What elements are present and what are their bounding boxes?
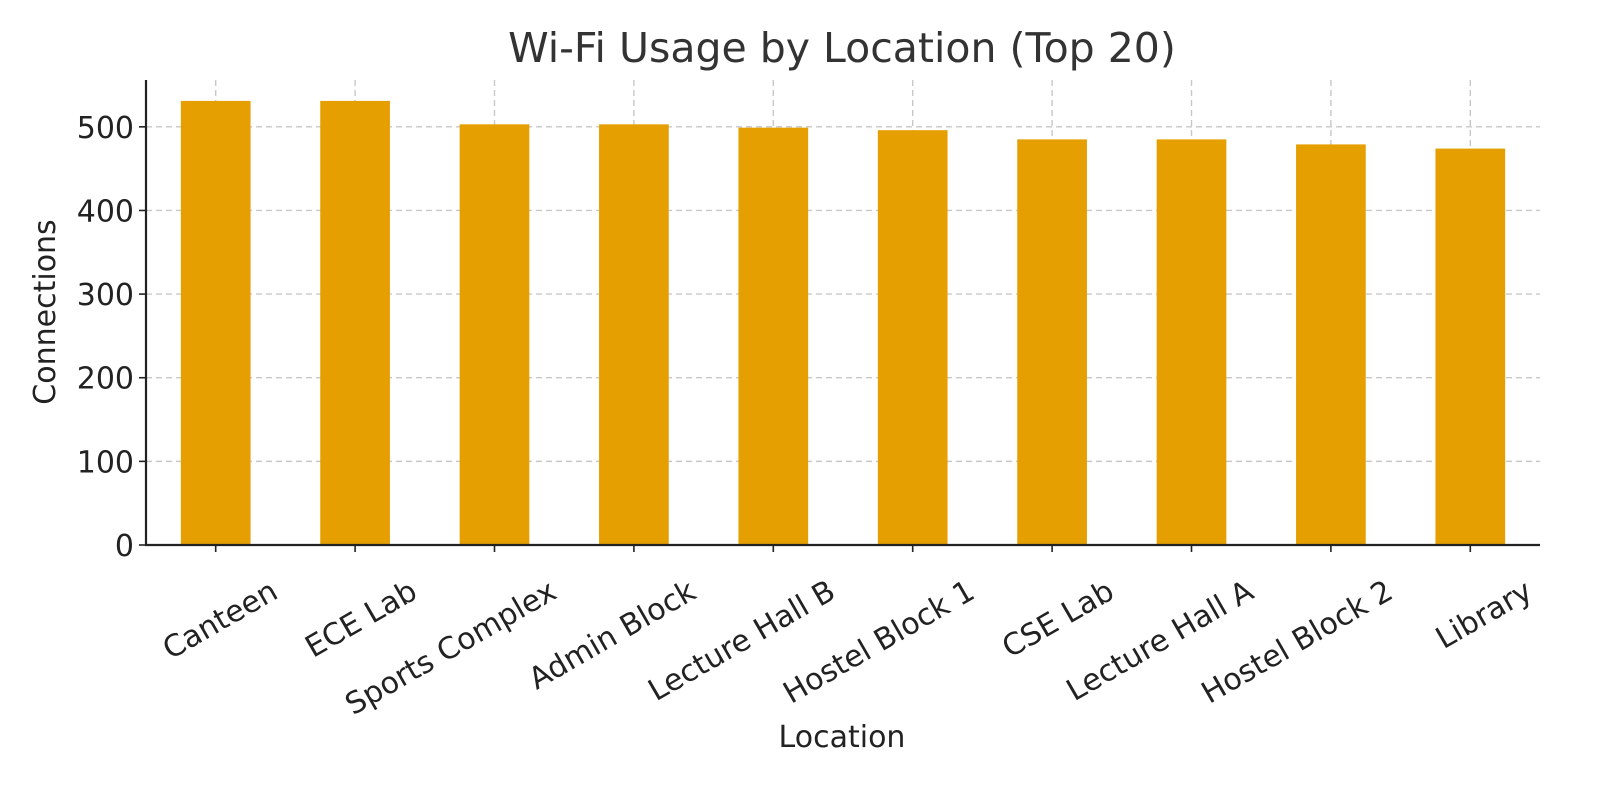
bar <box>180 100 251 546</box>
chart-title: Wi-Fi Usage by Location (Top 20) <box>508 24 1176 72</box>
axes <box>144 80 1540 547</box>
bar <box>459 124 530 546</box>
y-tick-label: 200 <box>77 362 134 397</box>
y-axis-ticks: 0 100 200 300 400 500 <box>77 111 146 564</box>
bar <box>320 100 390 546</box>
bar <box>1435 148 1506 545</box>
bar <box>1156 139 1227 545</box>
x-axis-label: Location <box>779 720 906 755</box>
bar <box>738 127 809 545</box>
bar <box>599 124 669 546</box>
bar <box>877 130 948 545</box>
bar <box>1296 144 1366 546</box>
y-axis-label: Connections <box>28 219 63 404</box>
y-tick-label: 0 <box>115 529 134 564</box>
bar <box>1017 139 1087 545</box>
y-tick-label: 100 <box>77 445 134 480</box>
x-tick-label: Canteen <box>157 574 284 667</box>
x-tick-label: ECE Lab <box>299 574 423 666</box>
x-tick-label: CSE Lab <box>996 574 1120 666</box>
y-tick-label: 400 <box>77 194 134 229</box>
x-tick-label: Library <box>1430 574 1538 657</box>
y-tick-label: 300 <box>77 278 134 313</box>
y-tick-label: 500 <box>77 111 134 146</box>
bars <box>180 100 1506 546</box>
